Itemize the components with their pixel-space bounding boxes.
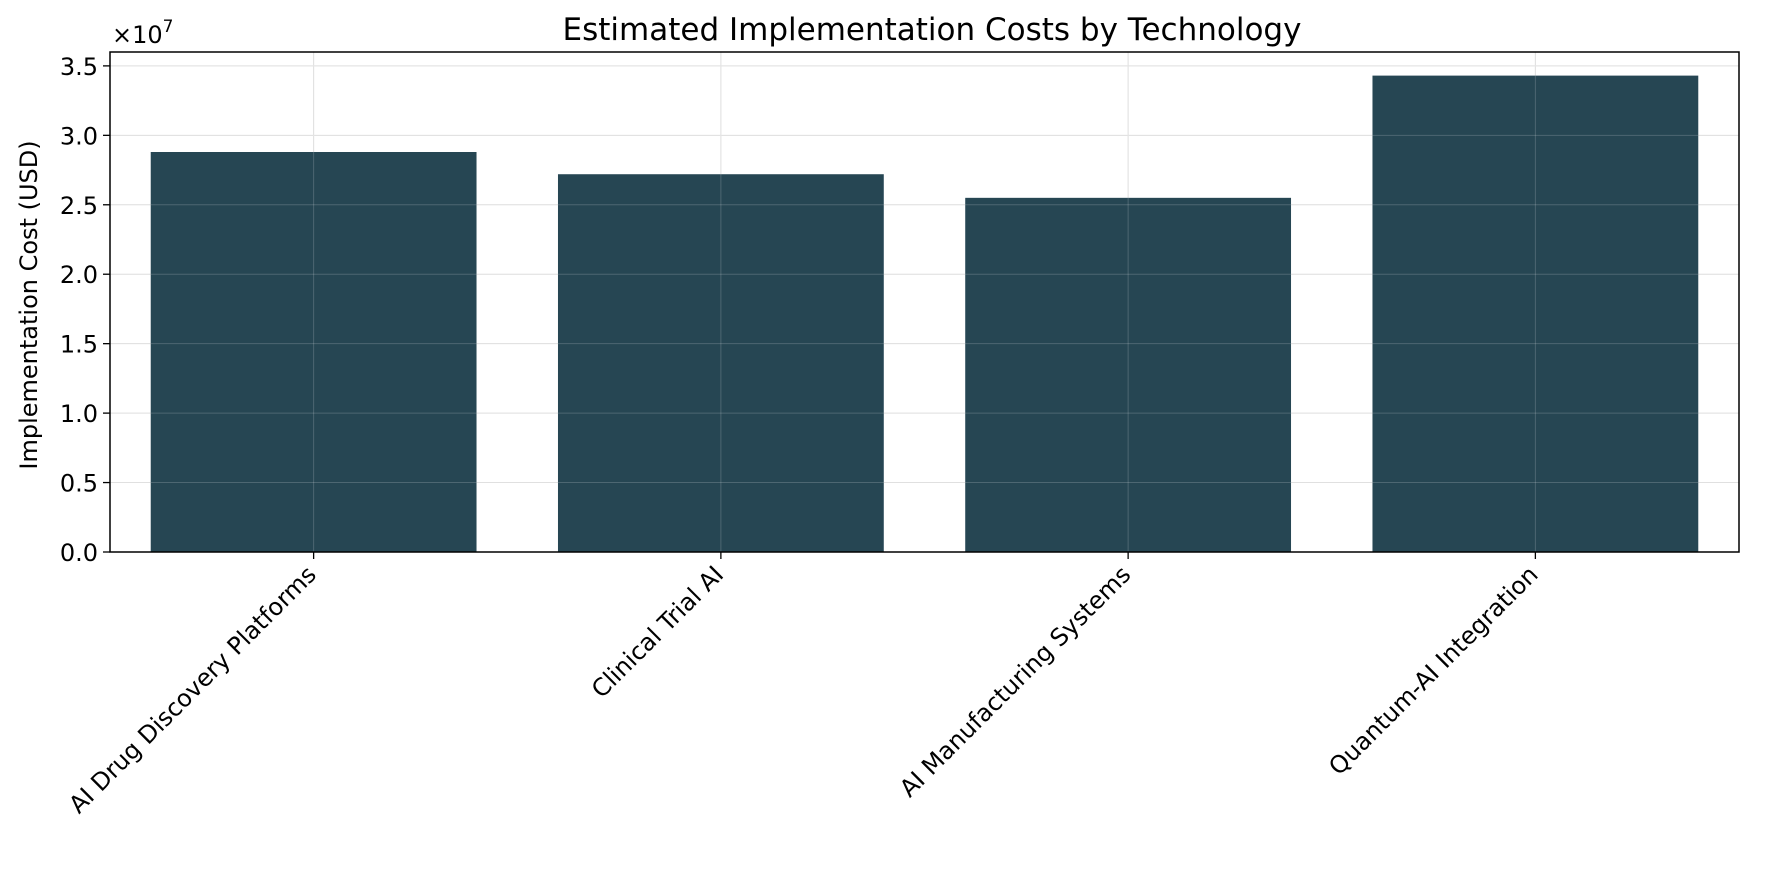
bar	[557, 174, 884, 552]
y-tick-label: 0.5	[60, 470, 98, 498]
bar	[965, 197, 1292, 553]
y-tick-label: 3.0	[60, 122, 98, 150]
chart-title: Estimated Implementation Costs by Techno…	[563, 12, 1302, 48]
y-tick-label: 2.0	[60, 261, 98, 289]
bar	[1372, 75, 1699, 552]
y-tick-label: 3.5	[60, 53, 98, 81]
bars-layer	[150, 75, 1699, 553]
y-tick-label: 1.5	[60, 331, 98, 359]
offset-prefix: ×10	[112, 21, 163, 49]
x-tick-label: AI Manufacturing Systems	[894, 560, 1136, 802]
y-tick-label: 1.0	[60, 400, 98, 428]
y-axis-label: Implementation Cost (USD)	[15, 140, 43, 469]
x-tick-label: AI Drug Discovery Platforms	[63, 560, 321, 818]
axis-offset-text: ×107	[112, 17, 173, 49]
y-tick-label: 0.0	[60, 539, 98, 567]
x-tick-label: Quantum-AI Integration	[1323, 560, 1543, 780]
y-tick-label: 2.5	[60, 192, 98, 220]
offset-exponent: 7	[163, 17, 174, 37]
bar	[150, 152, 477, 552]
plot-frame	[109, 51, 1740, 553]
x-tick-label: Clinical Trial AI	[586, 560, 729, 703]
